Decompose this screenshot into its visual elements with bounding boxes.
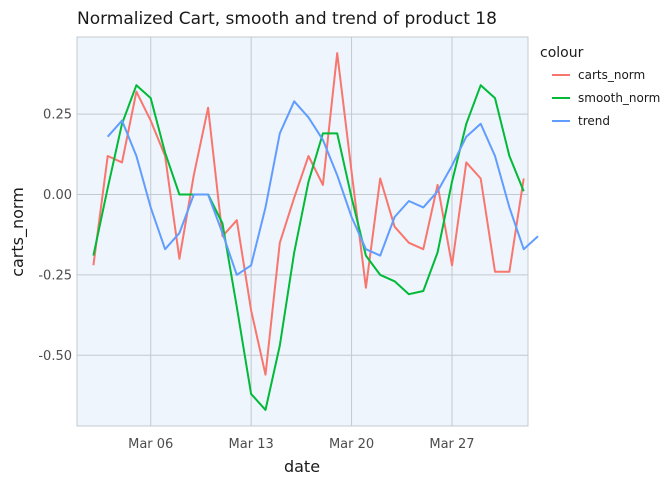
x-tick-label: Mar 13 xyxy=(229,437,274,452)
chart-title: Normalized Cart, smooth and trend of pro… xyxy=(77,9,497,29)
y-axis-title: carts_norm xyxy=(8,187,28,277)
y-tick-label: 0.00 xyxy=(43,188,72,203)
legend-label-smooth-norm: smooth_norm xyxy=(578,91,660,105)
plot-panel xyxy=(76,36,529,427)
x-tick-label: Mar 06 xyxy=(128,437,173,452)
y-tick-label: -0.25 xyxy=(38,268,72,283)
x-tick-label: Mar 27 xyxy=(429,437,474,452)
y-tick-label: 0.25 xyxy=(43,108,72,123)
x-tick-label: Mar 20 xyxy=(329,437,374,452)
x-tick-labels: Mar 06 Mar 13 Mar 20 Mar 27 xyxy=(128,437,474,452)
y-tick-label: -0.50 xyxy=(38,349,72,364)
series-line-carts-norm xyxy=(92,52,525,376)
series-line-smooth-norm xyxy=(92,84,525,411)
legend-label-trend: trend xyxy=(578,114,610,128)
legend-label-carts-norm: carts_norm xyxy=(578,68,645,82)
grid-lines xyxy=(77,37,528,426)
y-tick-labels: 0.25 0.00 -0.25 -0.50 xyxy=(38,108,72,364)
series-line-trend xyxy=(106,100,539,276)
legend-title: colour xyxy=(540,45,584,61)
series-lines xyxy=(92,52,539,411)
x-axis-title: date xyxy=(284,457,320,476)
